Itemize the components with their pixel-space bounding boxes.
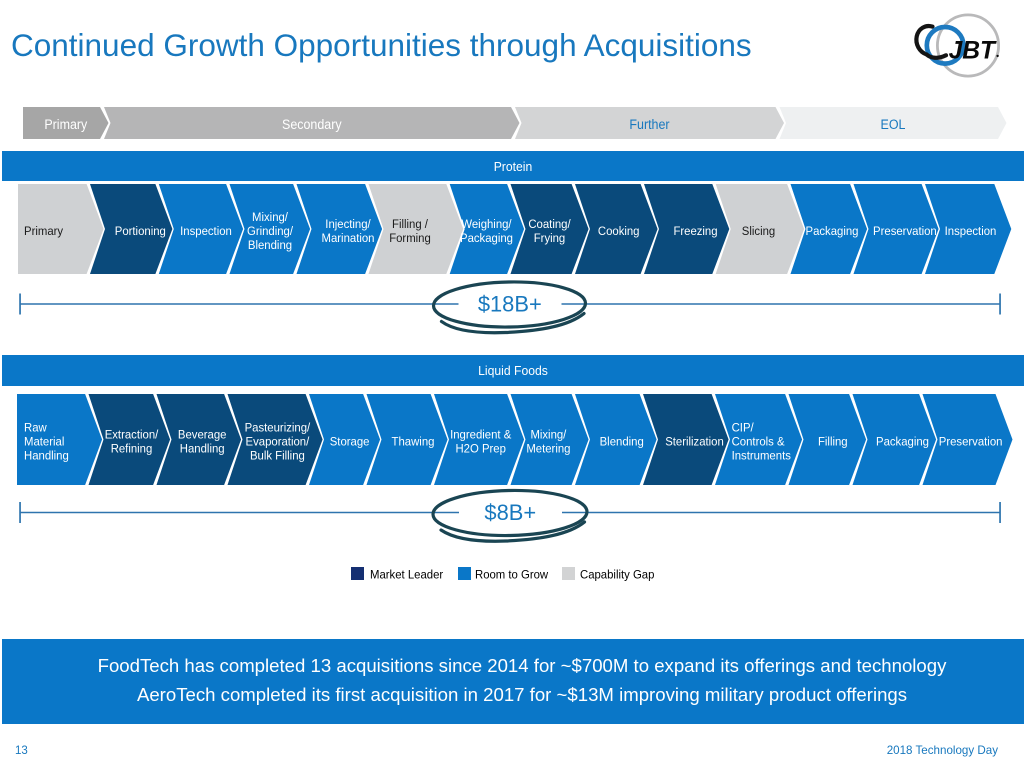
svg-text:Freezing: Freezing [673, 224, 717, 238]
svg-text:Inspection: Inspection [945, 224, 997, 238]
svg-text:Controls &: Controls & [732, 435, 785, 449]
svg-text:$18B+: $18B+ [478, 292, 542, 317]
svg-text:CIP/: CIP/ [732, 421, 755, 435]
svg-text:Marination: Marination [322, 231, 375, 245]
svg-text:Mixing/: Mixing/ [252, 210, 288, 224]
svg-text:Handling: Handling [180, 442, 225, 456]
svg-text:Injecting/: Injecting/ [325, 217, 371, 231]
svg-text:Secondary: Secondary [282, 117, 342, 132]
svg-text:Protein: Protein [494, 159, 533, 174]
svg-text:Instruments: Instruments [732, 449, 791, 463]
svg-text:Market Leader: Market Leader [370, 568, 443, 582]
svg-text:Refining: Refining [111, 442, 153, 456]
svg-text:Handling: Handling [24, 449, 69, 463]
svg-text:$8B+: $8B+ [484, 500, 536, 525]
svg-text:Portioning: Portioning [115, 224, 166, 238]
svg-text:Sterilization: Sterilization [665, 435, 724, 449]
svg-text:Beverage: Beverage [178, 428, 227, 442]
svg-text:Capability Gap: Capability Gap [580, 568, 655, 582]
svg-text:Packaging: Packaging [806, 224, 859, 238]
svg-text:Packaging: Packaging [876, 435, 929, 449]
svg-text:Bulk Filling: Bulk Filling [250, 449, 305, 463]
svg-text:Primary: Primary [24, 224, 64, 238]
svg-text:Packaging: Packaging [460, 231, 513, 245]
svg-text:EOL: EOL [881, 117, 906, 132]
svg-text:Storage: Storage [330, 435, 370, 449]
svg-text:Inspection: Inspection [180, 224, 232, 238]
svg-text:Room to Grow: Room to Grow [475, 568, 548, 582]
svg-text:Weighing/: Weighing/ [461, 217, 512, 231]
svg-text:Thawing: Thawing [392, 435, 435, 449]
svg-text:Filling: Filling [818, 435, 848, 449]
svg-text:Evaporation/: Evaporation/ [246, 435, 310, 449]
svg-text:Liquid Foods: Liquid Foods [478, 363, 548, 378]
svg-text:Preservation: Preservation [873, 224, 937, 238]
svg-text:H2O Prep: H2O Prep [456, 442, 507, 456]
svg-text:Forming: Forming [389, 231, 431, 245]
svg-text:Preservation: Preservation [939, 435, 1003, 449]
svg-text:Grinding/: Grinding/ [247, 224, 294, 238]
svg-text:Mixing/: Mixing/ [530, 428, 566, 442]
svg-text:Raw: Raw [24, 421, 47, 435]
svg-text:Filling /: Filling / [392, 217, 428, 231]
svg-text:Ingredient &: Ingredient & [450, 428, 511, 442]
svg-text:Primary: Primary [44, 117, 87, 132]
svg-text:Further: Further [629, 117, 670, 132]
svg-text:JBT: JBT [949, 37, 997, 64]
svg-text:Blending: Blending [248, 238, 292, 252]
svg-text:Blending: Blending [600, 435, 644, 449]
svg-text:Cooking: Cooking [598, 224, 640, 238]
svg-text:Metering: Metering [526, 442, 570, 456]
svg-text:Material: Material [24, 435, 64, 449]
svg-text:Coating/: Coating/ [528, 217, 571, 231]
svg-text:Slicing: Slicing [742, 224, 775, 238]
svg-text:Frying: Frying [534, 231, 566, 245]
svg-text:Extraction/: Extraction/ [105, 428, 159, 442]
svg-text:Pasteurizing/: Pasteurizing/ [245, 421, 311, 435]
